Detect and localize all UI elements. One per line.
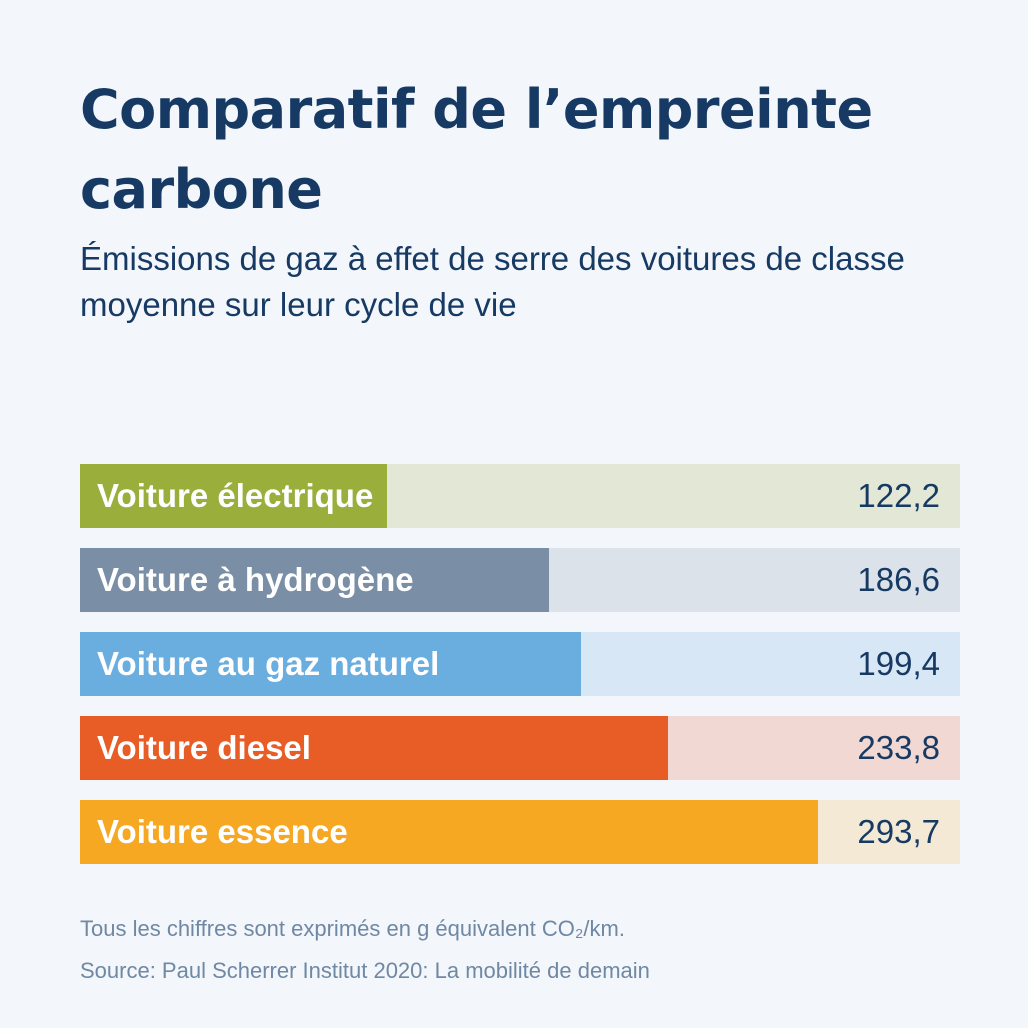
category-label: Voiture à hydrogène xyxy=(97,561,414,598)
bar xyxy=(80,716,668,780)
category-label: Voiture essence xyxy=(97,813,348,850)
bar-row: Voiture diesel 233,8 xyxy=(80,716,960,780)
bar xyxy=(80,632,581,696)
bar xyxy=(80,464,387,528)
unit-note: Tous les chiffres sont exprimés en g équ… xyxy=(80,916,625,941)
chart-title: Comparatif de l’empreinte carbone xyxy=(80,78,873,221)
bar-chart: Voiture électrique 122,2 Voiture à hydrogè… xyxy=(80,464,960,864)
bar-row: Voiture électrique 122,2 xyxy=(80,464,960,528)
value-label: 186,6 xyxy=(857,561,940,598)
value-label: 199,4 xyxy=(857,645,940,682)
value-label: 293,7 xyxy=(857,813,940,850)
bar-row: Voiture essence 293,7 xyxy=(80,800,960,864)
category-label: Voiture au gaz naturel xyxy=(97,645,440,682)
bar-row: Voiture à hydrogène 186,6 xyxy=(80,548,960,612)
bar xyxy=(80,800,818,864)
category-label: Voiture diesel xyxy=(97,729,311,766)
source-note: Source: Paul Scherrer Institut 2020: La … xyxy=(80,958,650,983)
category-label: Voiture électrique xyxy=(97,477,374,514)
bar-row: Voiture au gaz naturel 199,4 xyxy=(80,632,960,696)
value-label: 233,8 xyxy=(857,729,940,766)
chart-subtitle: Émissions de gaz à effet de serre des vo… xyxy=(80,240,905,323)
value-label: 122,2 xyxy=(857,477,940,514)
bar xyxy=(80,548,549,612)
